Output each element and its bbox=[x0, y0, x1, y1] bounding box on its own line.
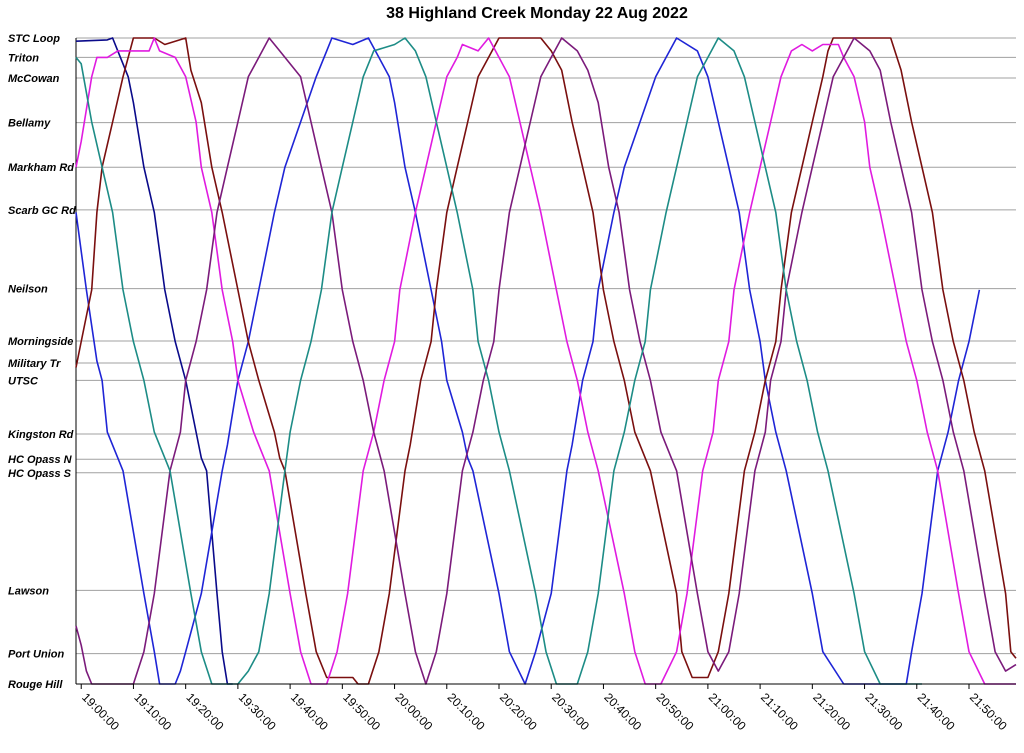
stop-label: Morningside bbox=[8, 336, 73, 348]
trip-line-6 bbox=[75, 37, 922, 685]
x-tick-label: 20:30:00 bbox=[549, 690, 592, 733]
stop-label: Rouge Hill bbox=[8, 679, 63, 691]
x-tick-label: 19:40:00 bbox=[288, 690, 331, 733]
x-tick-label: 19:50:00 bbox=[340, 690, 383, 733]
trip-lines bbox=[75, 37, 1017, 685]
stop-label: McCowan bbox=[8, 73, 60, 85]
x-tick-label: 19:00:00 bbox=[79, 690, 122, 733]
x-tick-label: 19:10:00 bbox=[131, 690, 174, 733]
x-tick-label: 21:20:00 bbox=[810, 690, 853, 733]
trip-line-2 bbox=[75, 37, 981, 685]
stop-label: Scarb GC Rd bbox=[8, 205, 76, 217]
stop-label: UTSC bbox=[8, 375, 39, 387]
stop-label: Port Union bbox=[8, 649, 64, 661]
x-tick-label: 21:50:00 bbox=[967, 690, 1010, 733]
trip-line-4 bbox=[75, 37, 1016, 685]
stop-label: Triton bbox=[8, 52, 39, 64]
stop-label: HC Opass S bbox=[8, 468, 72, 480]
stop-labels: STC Loop Triton McCowan Bellamy Markham Rd Sc… bbox=[8, 33, 76, 691]
stop-label: Military Tr bbox=[8, 358, 61, 370]
x-tick-label: 20:50:00 bbox=[654, 690, 697, 733]
chart-title: 38 Highland Creek Monday 22 Aug 2022 bbox=[386, 5, 688, 22]
time-axis: 19:00:00 19:10:00 19:20:00 19:30:00 19:40:00… bbox=[76, 683, 1016, 733]
x-tick-label: 19:20:00 bbox=[184, 690, 227, 733]
trip-line-3 bbox=[75, 37, 1017, 685]
x-tick-label: 20:10:00 bbox=[445, 690, 488, 733]
trip-line-1 bbox=[75, 37, 233, 685]
stop-label: Kingston Rd bbox=[8, 429, 74, 441]
stop-label: STC Loop bbox=[8, 33, 60, 45]
x-tick-label: 21:40:00 bbox=[915, 690, 958, 733]
stop-label: Neilson bbox=[8, 284, 48, 296]
stop-label: Bellamy bbox=[8, 118, 51, 130]
stop-label: Markham Rd bbox=[8, 162, 74, 174]
trip-line-5 bbox=[75, 37, 1017, 685]
x-tick-label: 19:30:00 bbox=[236, 690, 279, 733]
x-tick-label: 20:00:00 bbox=[392, 690, 435, 733]
x-tick-label: 20:40:00 bbox=[601, 690, 644, 733]
stop-label: Lawson bbox=[8, 585, 49, 597]
x-tick-label: 21:00:00 bbox=[706, 690, 749, 733]
x-tick-label: 21:10:00 bbox=[758, 690, 801, 733]
x-tick-label: 20:20:00 bbox=[497, 690, 540, 733]
stop-label: HC Opass N bbox=[8, 454, 73, 466]
x-tick-label: 21:30:00 bbox=[862, 690, 905, 733]
